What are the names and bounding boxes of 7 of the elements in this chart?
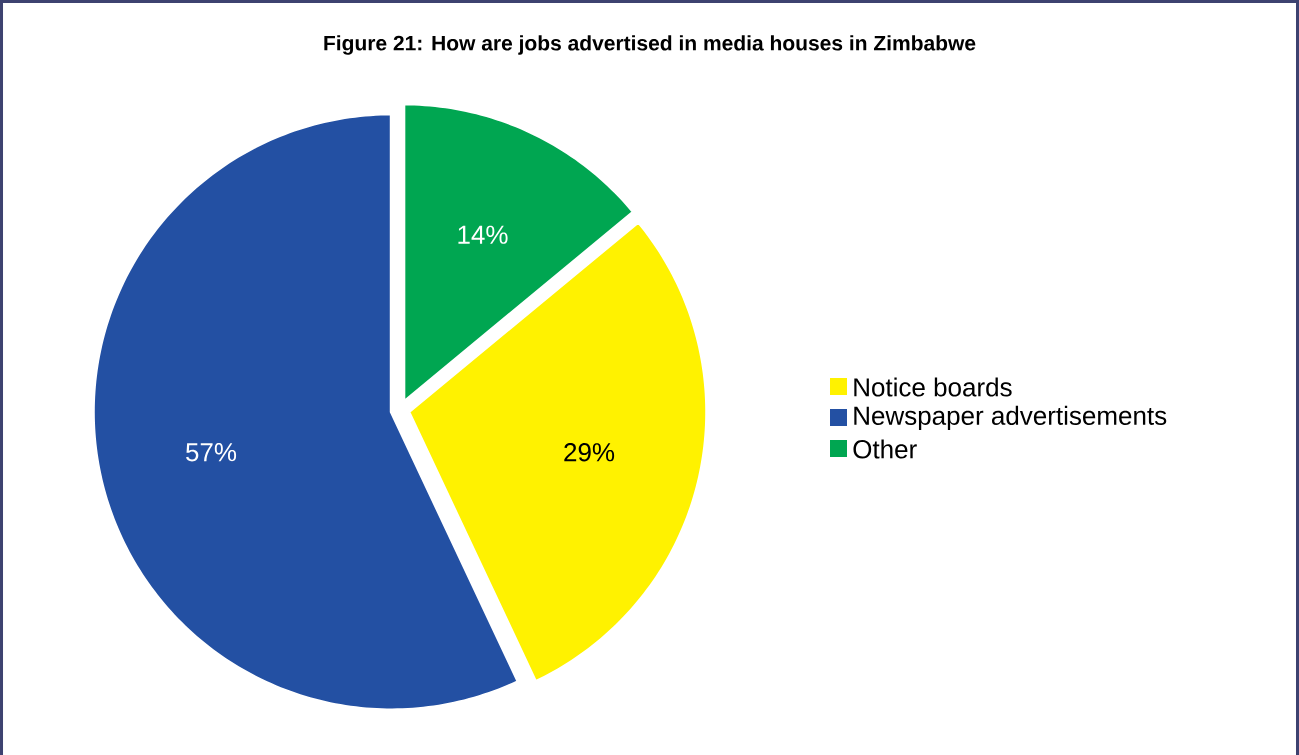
data-label: 14% <box>458 225 508 244</box>
legend-label: Newspaper advertisements <box>854 405 1167 431</box>
legend-label: Notice boards <box>854 377 1012 397</box>
legend-label: Other <box>853 439 917 459</box>
data-label: 57% <box>186 443 237 462</box>
chart-title: Figure 21: How are jobs advertised in media houses in Zimbabwe <box>324 35 976 55</box>
data-label: 29% <box>564 443 615 462</box>
